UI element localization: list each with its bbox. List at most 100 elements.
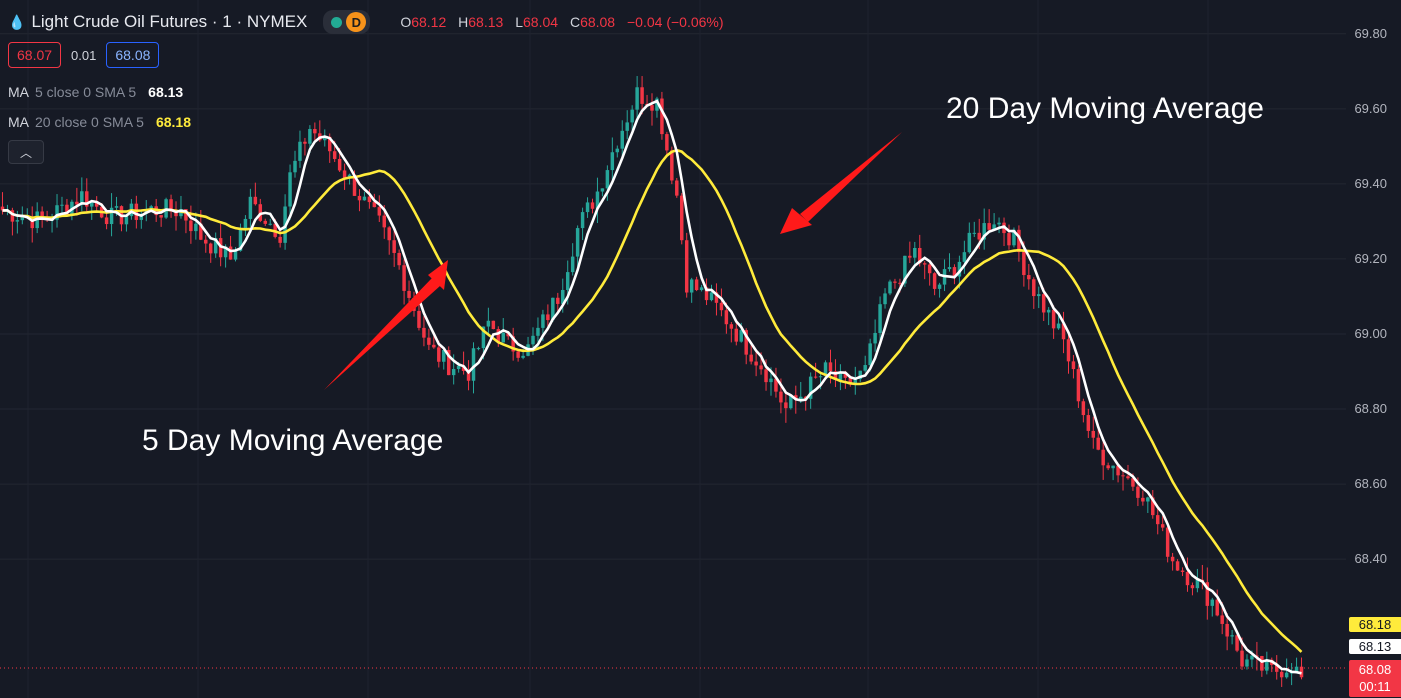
candle-body bbox=[451, 369, 456, 376]
candle-body bbox=[893, 281, 897, 283]
candle-body bbox=[665, 134, 669, 151]
candlestick-series bbox=[0, 76, 1304, 687]
candle bbox=[362, 191, 367, 201]
candle bbox=[600, 188, 605, 197]
candle-body bbox=[818, 376, 823, 378]
collapse-legend-button[interactable]: ︿ bbox=[8, 140, 44, 164]
candle-body bbox=[873, 332, 877, 344]
candle bbox=[313, 122, 317, 141]
candle bbox=[213, 232, 218, 258]
candle bbox=[992, 213, 996, 231]
candle bbox=[927, 263, 932, 286]
candle-body bbox=[625, 122, 629, 131]
candle-body bbox=[937, 284, 942, 289]
arrow-to-ma5 bbox=[324, 260, 448, 390]
candle bbox=[1076, 365, 1081, 408]
candle-body bbox=[85, 191, 89, 207]
candle-body bbox=[878, 304, 882, 333]
candle bbox=[1175, 559, 1180, 571]
candle bbox=[808, 372, 813, 409]
candle-body bbox=[1170, 556, 1175, 562]
candle bbox=[709, 284, 714, 302]
candle-body bbox=[20, 217, 25, 221]
candle-body bbox=[789, 395, 793, 409]
candle-body bbox=[749, 354, 753, 362]
candle-body bbox=[640, 87, 644, 104]
candle-body bbox=[194, 223, 198, 232]
candle-body bbox=[565, 272, 570, 290]
candle-body bbox=[1111, 465, 1115, 469]
candle bbox=[1230, 629, 1234, 645]
candle-body bbox=[610, 152, 615, 171]
price-axis-label: 69.00 bbox=[1354, 325, 1387, 341]
candle-body bbox=[1101, 449, 1105, 466]
candle-body bbox=[1017, 229, 1021, 253]
candle-body bbox=[947, 267, 952, 270]
price-axis-label: 68.60 bbox=[1354, 476, 1387, 492]
candle bbox=[590, 198, 595, 214]
candle bbox=[556, 292, 560, 312]
candle bbox=[922, 261, 927, 280]
candle bbox=[1007, 224, 1011, 250]
candle-body bbox=[1091, 430, 1096, 438]
candle bbox=[392, 228, 396, 267]
spread-value: 0.01 bbox=[71, 47, 97, 63]
candle-body bbox=[1235, 635, 1239, 651]
sell-price-button[interactable]: 68.07 bbox=[8, 42, 62, 68]
candle-body bbox=[858, 370, 862, 380]
candle-body bbox=[1175, 561, 1180, 571]
candle bbox=[789, 395, 793, 410]
status-pill[interactable]: D bbox=[323, 10, 371, 34]
candle-body bbox=[278, 236, 282, 243]
candle-body bbox=[1027, 275, 1031, 280]
candle-body bbox=[694, 279, 699, 291]
candle-body bbox=[967, 232, 972, 253]
candle-body bbox=[392, 240, 396, 253]
ma20-legend[interactable]: MA 20 close 0 SMA 5 68.18 bbox=[8, 114, 191, 130]
candle-body bbox=[94, 201, 99, 207]
candle bbox=[893, 278, 897, 289]
candle-body bbox=[1106, 465, 1110, 469]
candle-body bbox=[1195, 579, 1200, 589]
candle-body bbox=[1265, 659, 1269, 671]
price-axis-label: 69.40 bbox=[1354, 175, 1387, 191]
candle-body bbox=[1225, 623, 1229, 637]
candle-body bbox=[446, 349, 451, 376]
candle bbox=[194, 212, 198, 240]
candle bbox=[1274, 655, 1279, 680]
candle-body bbox=[1274, 664, 1279, 672]
candle-body bbox=[208, 243, 213, 254]
candle bbox=[1180, 567, 1185, 577]
candle-body bbox=[15, 220, 20, 222]
candle-body bbox=[774, 378, 778, 392]
candle bbox=[10, 207, 15, 236]
candle bbox=[615, 145, 620, 158]
candle-body bbox=[496, 329, 501, 343]
candle bbox=[729, 322, 734, 343]
candle bbox=[486, 307, 491, 337]
candle bbox=[1160, 516, 1165, 532]
candle-body bbox=[1279, 671, 1284, 678]
candle-body bbox=[719, 302, 724, 311]
candle bbox=[689, 277, 694, 303]
symbol-title[interactable]: Light Crude Oil Futures · 1 · NYMEX bbox=[31, 12, 308, 31]
ma5-legend[interactable]: MA 5 close 0 SMA 5 68.13 bbox=[8, 84, 184, 100]
candle bbox=[397, 249, 401, 270]
candle-body bbox=[957, 261, 962, 277]
candle bbox=[625, 110, 629, 140]
candle bbox=[1260, 655, 1264, 677]
candle bbox=[675, 177, 679, 198]
candle bbox=[873, 319, 877, 352]
candle bbox=[908, 241, 912, 264]
candle-body bbox=[40, 211, 44, 220]
candle bbox=[85, 178, 89, 214]
candle-body bbox=[303, 141, 307, 144]
candle-body bbox=[109, 207, 114, 225]
buy-price-button[interactable]: 68.08 bbox=[106, 42, 160, 68]
candle-body bbox=[486, 320, 491, 327]
candle-body bbox=[337, 158, 342, 171]
candle bbox=[323, 129, 327, 147]
candle bbox=[749, 344, 753, 365]
candle-body bbox=[169, 199, 173, 212]
